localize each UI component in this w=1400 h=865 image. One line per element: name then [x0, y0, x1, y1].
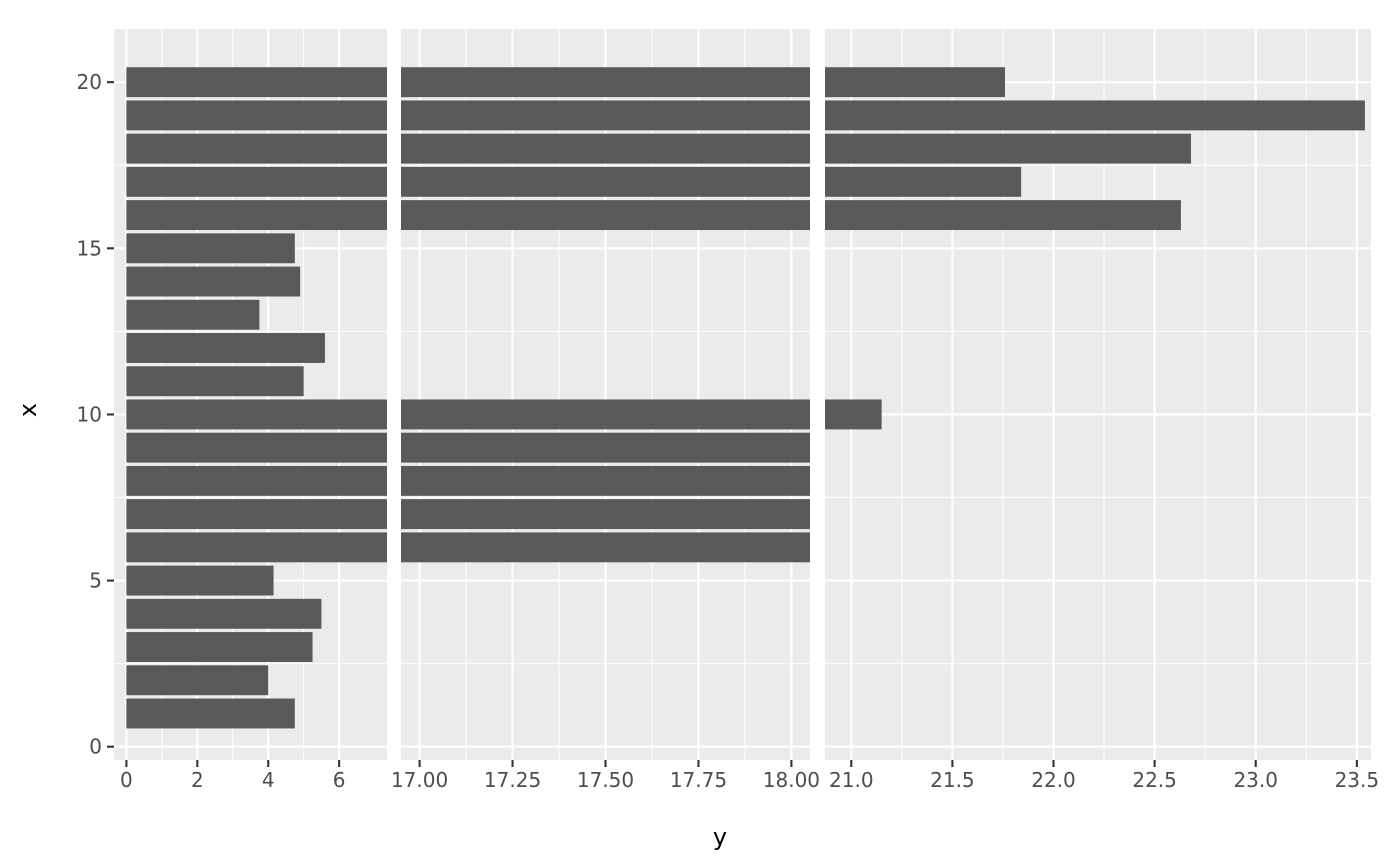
- y-tick-label: 20: [77, 70, 102, 94]
- x-tick-label: 23.5: [1335, 768, 1380, 792]
- bar-16: [825, 200, 1181, 231]
- x-tick-label: 17.50: [577, 768, 634, 792]
- bar-16: [401, 200, 810, 231]
- bar-12: [126, 333, 325, 363]
- x-tick-label: 17.25: [484, 768, 541, 792]
- bar-18: [825, 133, 1192, 164]
- x-tick-label: 21.5: [930, 768, 975, 792]
- panel-2: [401, 29, 810, 760]
- bar-6: [401, 532, 810, 563]
- bars: [401, 67, 810, 563]
- bar-15: [126, 233, 295, 264]
- panel-1: [114, 29, 387, 760]
- bar-20: [126, 67, 387, 98]
- bars: [825, 67, 1365, 430]
- bars: [126, 67, 387, 729]
- chart-panels: [114, 29, 1371, 760]
- x-tick-label: 22.5: [1132, 768, 1177, 792]
- x-tick-label: 6: [333, 768, 346, 792]
- y-tick-label: 15: [77, 236, 102, 260]
- bar-20: [825, 67, 1005, 98]
- x-tick-label: 2: [191, 768, 204, 792]
- bar-7: [126, 499, 387, 530]
- bar-9: [401, 432, 810, 463]
- bar-2: [126, 665, 269, 696]
- bar-6: [126, 532, 387, 563]
- x-tick-label: 18.00: [763, 768, 820, 792]
- y-tick-label: 5: [89, 569, 102, 593]
- bar-13: [126, 299, 260, 330]
- bar-3: [126, 632, 313, 662]
- bar-10: [126, 399, 387, 430]
- panel-3: [825, 29, 1371, 760]
- x-tick-label: 22.0: [1031, 768, 1076, 792]
- bar-7: [401, 499, 810, 530]
- y-tick-label: 0: [89, 735, 102, 759]
- x-tick-label: 0: [120, 768, 133, 792]
- bar-10: [401, 399, 810, 430]
- x-axis-title: y: [713, 823, 727, 851]
- x-tick-label: 17.75: [670, 768, 727, 792]
- bar-5: [126, 565, 274, 596]
- y-axis-title: x: [14, 403, 42, 417]
- x-tick-label: 23.0: [1233, 768, 1278, 792]
- bar-14: [126, 266, 301, 297]
- bar-8: [126, 465, 387, 496]
- bar-18: [401, 133, 810, 164]
- bar-8: [401, 465, 810, 496]
- bar-19: [401, 100, 810, 131]
- bar-4: [126, 598, 322, 629]
- bar-17: [825, 166, 1022, 197]
- bar-16: [126, 200, 387, 231]
- bar-18: [126, 133, 387, 164]
- bar-19: [825, 100, 1365, 131]
- x-tick-label: 4: [262, 768, 275, 792]
- bar-17: [401, 166, 810, 197]
- bar-10: [825, 399, 882, 430]
- category-axis: 0 5 10 15 20: [77, 70, 114, 759]
- bar-1: [126, 698, 295, 729]
- bar-17: [126, 166, 387, 197]
- y-tick-label: 10: [77, 402, 102, 426]
- x-tick-label: 21.0: [829, 768, 874, 792]
- bar-11: [126, 366, 304, 397]
- bar-9: [126, 432, 387, 463]
- bar-20: [401, 67, 810, 98]
- x-tick-label: 17.00: [391, 768, 448, 792]
- value-axis: 0 2 4 6 17.00 17.25 17.50 17.75 18.00 21.0 21.5 22.…: [120, 760, 1379, 792]
- bar-19: [126, 100, 387, 131]
